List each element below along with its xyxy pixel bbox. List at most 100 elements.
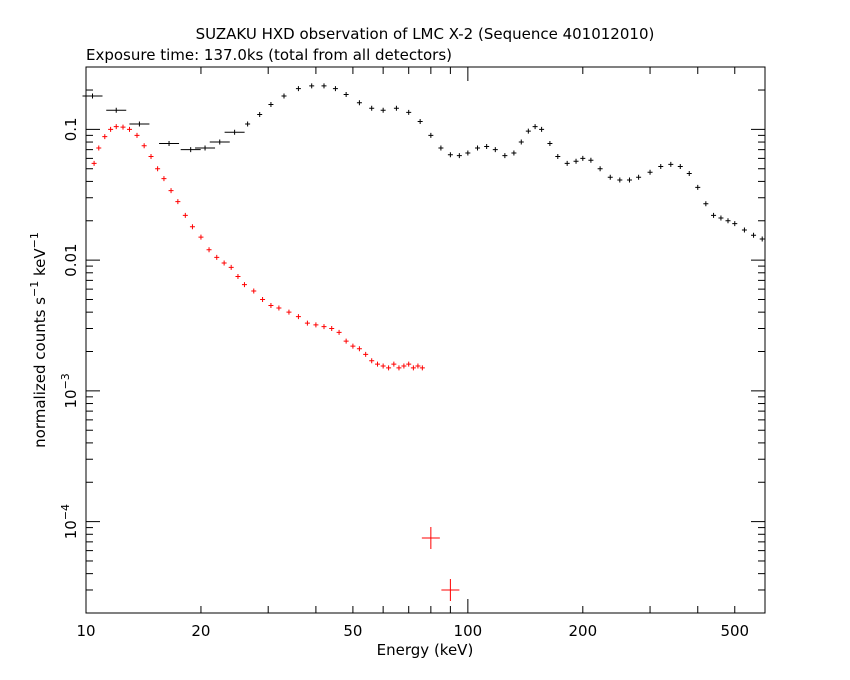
x-tick-label: 500 — [720, 622, 749, 640]
data-point — [441, 578, 460, 601]
data-point — [82, 93, 103, 99]
data-point — [759, 236, 765, 242]
data-point — [159, 140, 180, 146]
data-point — [532, 124, 538, 130]
data-point — [343, 338, 349, 344]
chart-subtitle: Exposure time: 137.0ks (total from all d… — [86, 46, 452, 64]
data-point — [573, 158, 579, 164]
data-point — [180, 147, 201, 153]
data-point — [206, 247, 212, 253]
data-point — [647, 169, 653, 175]
data-point — [588, 157, 594, 163]
data-point — [221, 260, 227, 266]
data-point — [626, 177, 632, 183]
x-tick-label: 100 — [454, 622, 483, 640]
data-point — [406, 109, 412, 115]
x-tick-labels: 10 20 50 100 200 500 — [76, 622, 749, 640]
data-point — [96, 145, 102, 151]
y-tick-label: 0.01 — [62, 243, 80, 276]
series-2 — [91, 124, 460, 601]
data-point — [175, 199, 181, 205]
data-point — [198, 234, 204, 240]
data-point — [129, 121, 150, 127]
data-point — [276, 305, 282, 311]
data-series — [82, 83, 765, 601]
data-point — [214, 254, 220, 260]
data-point — [415, 363, 421, 369]
data-point — [309, 83, 315, 89]
data-point — [751, 232, 757, 238]
data-point — [224, 129, 245, 135]
data-point — [391, 361, 397, 367]
data-point — [419, 365, 425, 371]
data-point — [106, 107, 127, 113]
data-point — [732, 221, 738, 227]
data-point — [502, 153, 508, 159]
y-tick-label: 10−4 — [59, 504, 80, 539]
data-point — [91, 160, 97, 166]
data-point — [304, 320, 310, 326]
data-point — [396, 365, 402, 371]
data-point — [281, 93, 287, 99]
data-point — [636, 174, 642, 180]
data-point — [421, 526, 440, 549]
data-point — [321, 324, 327, 330]
y-axis-label-sup1: −1 — [28, 281, 41, 297]
data-point — [148, 154, 154, 160]
data-point — [386, 365, 392, 371]
data-point — [268, 101, 274, 107]
data-point — [518, 139, 524, 145]
data-point — [257, 111, 263, 117]
data-point — [547, 140, 553, 146]
data-point — [607, 174, 613, 180]
y-axis-label-main: normalized counts s — [31, 297, 49, 448]
data-point — [511, 150, 517, 156]
data-point — [102, 134, 108, 140]
data-point — [321, 83, 327, 89]
data-point — [711, 212, 717, 218]
y-axis-label: normalized counts s−1 keV−1 — [28, 232, 49, 448]
data-point — [677, 164, 683, 170]
data-point — [336, 329, 342, 335]
data-point — [456, 153, 462, 159]
data-point — [580, 155, 586, 161]
data-point — [369, 358, 375, 364]
data-point — [617, 177, 623, 183]
data-point — [332, 86, 338, 92]
data-point — [525, 128, 531, 134]
data-point — [718, 215, 724, 221]
y-axis-label-sup2: −1 — [28, 232, 41, 248]
data-point — [410, 365, 416, 371]
data-point — [447, 152, 453, 158]
x-axis-label: Energy (keV) — [377, 641, 474, 659]
data-point — [475, 145, 481, 151]
data-point — [356, 346, 362, 352]
axis-ticks — [85, 67, 766, 614]
data-point — [492, 147, 498, 153]
plot-frame — [85, 66, 766, 614]
series-1 — [82, 83, 765, 242]
data-point — [417, 118, 423, 124]
y-tick-label: 0.1 — [62, 117, 80, 141]
data-point — [189, 224, 195, 230]
x-tick-label: 200 — [568, 622, 597, 640]
data-point — [182, 212, 188, 218]
data-point — [251, 288, 257, 294]
data-point — [438, 145, 444, 151]
x-tick-label: 10 — [76, 622, 95, 640]
data-point — [127, 126, 133, 132]
y-tick-labels: 0.1 0.01 10−3 10−4 — [59, 117, 80, 539]
data-point — [268, 302, 274, 308]
data-point — [235, 273, 241, 279]
data-point — [741, 227, 747, 233]
data-point — [375, 361, 381, 367]
data-point — [329, 325, 335, 331]
data-point — [155, 166, 161, 172]
data-point — [245, 121, 251, 127]
data-point — [484, 143, 490, 149]
data-point — [369, 105, 375, 111]
data-point — [260, 296, 266, 302]
data-point — [428, 132, 434, 138]
data-point — [686, 170, 692, 176]
data-point — [668, 161, 674, 167]
